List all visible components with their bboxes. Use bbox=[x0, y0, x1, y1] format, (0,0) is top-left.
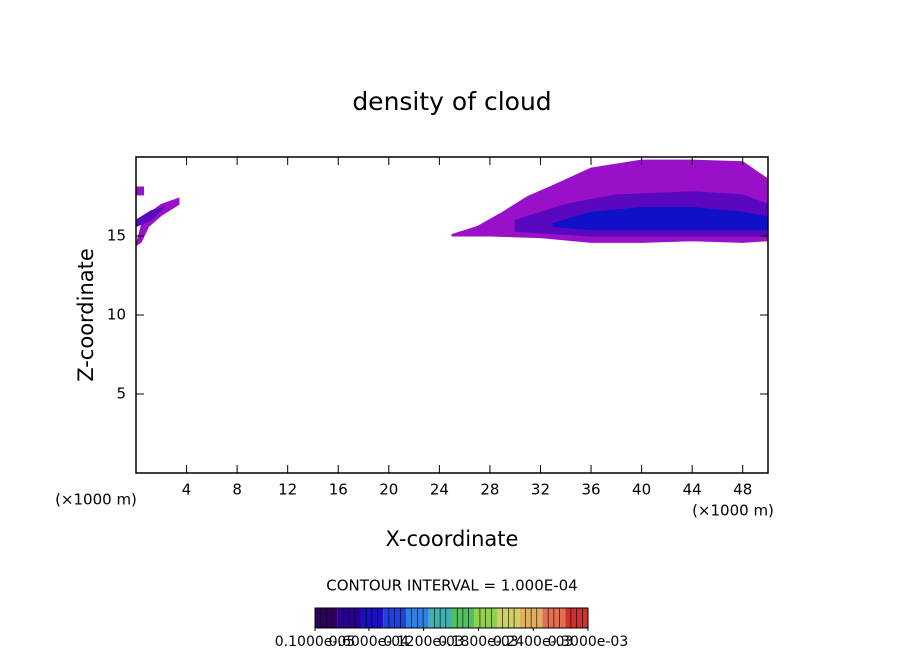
x-tick-label: 48 bbox=[733, 481, 752, 499]
colorbar-tick-label: 0.6000e-04 bbox=[329, 634, 410, 650]
x-tick-label: 44 bbox=[683, 481, 702, 499]
x-tick-label: 16 bbox=[329, 481, 348, 499]
colorbar-tick-label: 0.2400e-03 bbox=[493, 634, 573, 650]
contour-region bbox=[135, 186, 145, 196]
x-tick-label: 8 bbox=[232, 481, 242, 499]
colorbar-tick-label: 0.3000e-03 bbox=[548, 634, 628, 650]
x-tick-label: 40 bbox=[632, 481, 651, 499]
colorbar-tick-label: 0.1000e-05 bbox=[275, 634, 355, 650]
colorbar-frame bbox=[314, 607, 589, 629]
y-tick-label: 5 bbox=[116, 385, 126, 403]
x-unit-label: (×1000 m) bbox=[692, 502, 774, 520]
chart-title: density of cloud bbox=[352, 87, 551, 116]
x-tick-label: 20 bbox=[379, 481, 398, 499]
colorbar-tick-label: 0.1200e-03 bbox=[383, 634, 463, 650]
y-tick-label: 15 bbox=[107, 227, 126, 245]
x-axis-label: X-coordinate bbox=[386, 527, 519, 551]
x-tick-label: 12 bbox=[278, 481, 297, 499]
colorbar-tick-label: 0.1800e-03 bbox=[438, 634, 518, 650]
y-unit-label: (×1000 m) bbox=[55, 491, 137, 509]
x-tick-label: 24 bbox=[430, 481, 449, 499]
contour-interval: CONTOUR INTERVAL = 1.000E-04 bbox=[326, 577, 577, 595]
x-tick-label: 28 bbox=[480, 481, 499, 499]
y-tick-label: 10 bbox=[107, 306, 126, 324]
x-tick-label: 32 bbox=[531, 481, 550, 499]
x-tick-label: 36 bbox=[581, 481, 600, 499]
y-axis-label: Z-coordinate bbox=[74, 248, 98, 382]
x-tick-label: 4 bbox=[182, 481, 192, 499]
